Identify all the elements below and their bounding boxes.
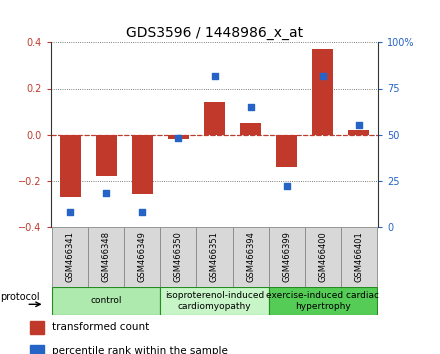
FancyBboxPatch shape [88,227,125,287]
FancyBboxPatch shape [268,227,304,287]
FancyBboxPatch shape [161,287,268,315]
Text: transformed count: transformed count [52,322,149,332]
Point [211,73,218,79]
Text: GSM466400: GSM466400 [318,231,327,282]
Point [67,209,74,215]
Text: GSM466394: GSM466394 [246,231,255,282]
Bar [204,102,225,135]
Point [319,73,326,79]
FancyBboxPatch shape [232,227,268,287]
Point [283,183,290,189]
Bar [59,135,81,197]
Bar [276,135,297,167]
FancyBboxPatch shape [268,287,377,315]
Bar [168,135,189,139]
Text: GSM466349: GSM466349 [138,231,147,282]
Text: GSM466401: GSM466401 [354,231,363,282]
Text: control: control [91,296,122,306]
FancyBboxPatch shape [197,227,232,287]
Bar [30,321,44,334]
Text: GSM466351: GSM466351 [210,231,219,282]
Text: GSM466341: GSM466341 [66,231,75,282]
Title: GDS3596 / 1448986_x_at: GDS3596 / 1448986_x_at [126,26,303,40]
Text: isoproterenol-induced
cardiomyopathy: isoproterenol-induced cardiomyopathy [165,291,264,310]
FancyBboxPatch shape [341,227,377,287]
Point [175,135,182,141]
Point [103,190,110,196]
FancyBboxPatch shape [52,287,161,315]
Text: GSM466350: GSM466350 [174,231,183,282]
Point [139,209,146,215]
Text: protocol: protocol [0,292,40,302]
Bar [132,135,153,194]
Bar [30,345,44,354]
Bar [95,135,117,176]
Text: GSM466399: GSM466399 [282,231,291,282]
Text: GSM466348: GSM466348 [102,231,111,282]
Point [247,104,254,110]
FancyBboxPatch shape [161,227,197,287]
FancyBboxPatch shape [125,227,161,287]
Text: percentile rank within the sample: percentile rank within the sample [52,346,227,354]
Point [355,122,362,128]
Bar [312,50,334,135]
Bar [240,123,261,135]
FancyBboxPatch shape [52,227,88,287]
FancyBboxPatch shape [304,227,341,287]
Bar [348,130,370,135]
Text: exercise-induced cardiac
hypertrophy: exercise-induced cardiac hypertrophy [266,291,379,310]
